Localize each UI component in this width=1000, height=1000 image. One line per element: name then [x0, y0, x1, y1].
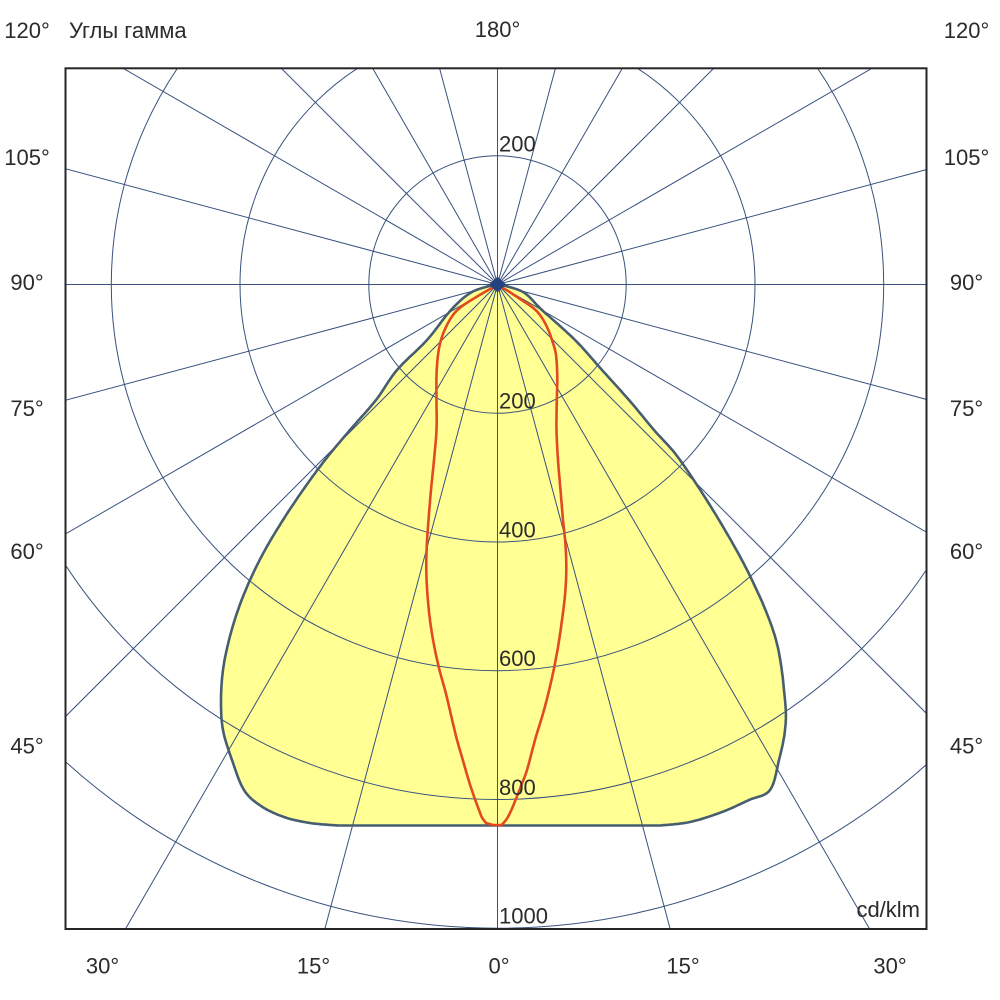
svg-text:30°: 30°: [86, 954, 119, 979]
svg-text:Углы гамма: Углы гамма: [69, 18, 187, 43]
svg-text:105°: 105°: [4, 145, 50, 170]
svg-text:600: 600: [499, 646, 536, 671]
svg-text:400: 400: [499, 518, 536, 543]
svg-text:75°: 75°: [950, 396, 983, 421]
svg-text:75°: 75°: [10, 396, 43, 421]
svg-text:90°: 90°: [950, 270, 983, 295]
svg-text:200: 200: [499, 389, 536, 414]
svg-text:45°: 45°: [950, 734, 983, 759]
svg-text:60°: 60°: [10, 539, 43, 564]
svg-text:120°: 120°: [4, 18, 50, 43]
svg-text:15°: 15°: [297, 954, 330, 979]
svg-text:120°: 120°: [944, 18, 990, 43]
svg-text:105°: 105°: [944, 145, 990, 170]
svg-text:200: 200: [499, 131, 536, 156]
svg-text:800: 800: [499, 775, 536, 800]
svg-text:60°: 60°: [950, 539, 983, 564]
svg-text:0°: 0°: [488, 954, 509, 979]
svg-text:1000: 1000: [499, 904, 548, 929]
svg-text:30°: 30°: [873, 954, 906, 979]
svg-text:180°: 180°: [475, 17, 521, 42]
svg-text:15°: 15°: [666, 954, 699, 979]
svg-text:cd/klm: cd/klm: [856, 897, 920, 922]
svg-text:45°: 45°: [10, 734, 43, 759]
svg-text:90°: 90°: [10, 270, 43, 295]
